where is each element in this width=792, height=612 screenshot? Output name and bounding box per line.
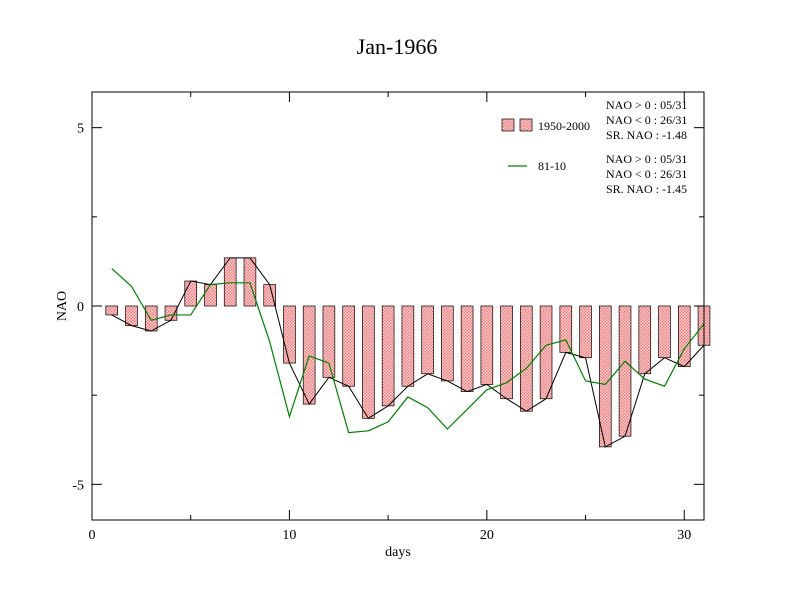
bar (243, 257, 257, 307)
bar (618, 305, 632, 437)
bar (144, 305, 158, 332)
axis-ticks: 0 10 20 30 -5 0 5 (72, 92, 704, 543)
bar (105, 305, 119, 316)
bar (421, 305, 434, 375)
series-line-81-10 (111, 268, 705, 434)
bar (362, 305, 375, 419)
legend: 1950-2000 81-10 (501, 118, 590, 173)
bar (539, 305, 553, 400)
x-tick-label: 0 (89, 528, 96, 543)
chart-title: Jan-1966 (357, 34, 438, 59)
bar (322, 305, 336, 378)
legend-label-series-1: 1950-2000 (538, 119, 590, 133)
bar (500, 305, 513, 400)
bar (342, 305, 355, 387)
legend-bar-swatch (501, 118, 533, 132)
bar (401, 305, 415, 387)
y-tick-label: -5 (72, 478, 84, 493)
line-layer (111, 257, 705, 448)
bar (559, 305, 573, 353)
x-axis-label: days (385, 545, 411, 560)
y-axis-label: NAO (55, 291, 70, 321)
bar (441, 305, 454, 382)
stat-line: SR. NAO : -1.45 (606, 182, 687, 196)
x-tick-label: 30 (677, 528, 691, 543)
bar (480, 305, 494, 385)
y-tick-label: 5 (77, 122, 84, 137)
bar (520, 305, 533, 412)
bar (460, 305, 474, 392)
stat-line: NAO < 0 : 26/31 (606, 167, 687, 181)
bar (223, 257, 237, 307)
bar (283, 305, 296, 364)
stat-line: NAO < 0 : 26/31 (606, 113, 687, 127)
y-tick-label: 0 (77, 300, 84, 315)
bar (204, 284, 217, 307)
x-tick-label: 20 (480, 528, 494, 543)
stat-line: NAO > 0 : 05/31 (606, 98, 687, 112)
bar (599, 305, 612, 448)
bar (579, 305, 592, 359)
bar (638, 305, 652, 375)
bar (125, 305, 138, 326)
x-tick-label: 10 (282, 528, 296, 543)
plot-area (105, 257, 711, 448)
stat-line: SR. NAO : -1.48 (606, 128, 687, 142)
bar (302, 305, 316, 405)
stats-block: NAO > 0 : 05/31 NAO < 0 : 26/31 SR. NAO … (606, 98, 687, 196)
legend-label-series-2: 81-10 (538, 159, 566, 173)
stat-line: NAO > 0 : 05/31 (606, 152, 687, 166)
bar (658, 305, 671, 359)
bar (184, 280, 197, 307)
bar (381, 305, 395, 407)
